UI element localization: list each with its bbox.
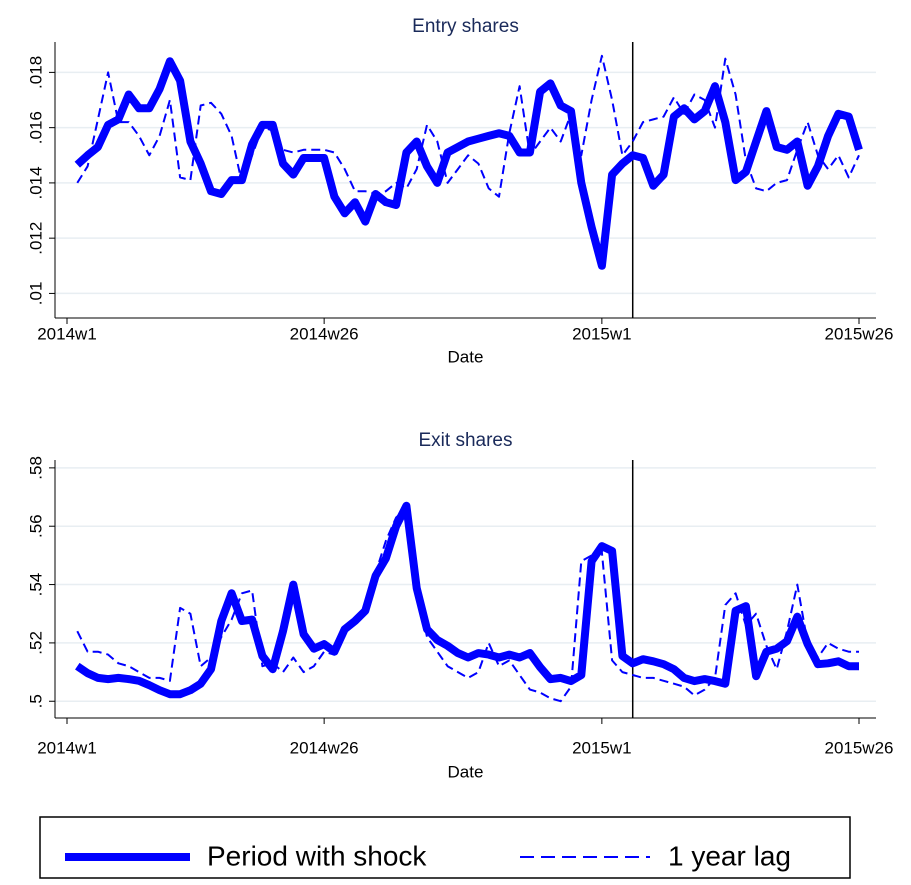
x-axis-label: Date [448,347,484,366]
x-tick-label: 2015w1 [572,738,632,757]
y-tick-label: .014 [26,166,45,199]
x-tick-label: 2015w26 [824,738,893,757]
x-tick-label: 2014w1 [37,738,97,757]
y-tick-label: .016 [26,111,45,144]
chart-title: Entry shares [412,16,519,37]
x-tick-label: 2015w1 [572,324,632,343]
y-tick-label: .54 [26,573,45,597]
y-tick-label: .01 [26,282,45,306]
x-tick-label: 2014w26 [290,738,359,757]
legend-label: Period with shock [207,840,427,871]
chart-title: Exit shares [419,430,513,451]
y-tick-label: .52 [26,631,45,655]
legend-label: 1 year lag [668,840,791,871]
y-tick-label: .018 [26,56,45,89]
x-axis-label: Date [448,762,484,781]
series-line [75,501,859,699]
y-tick-label: .58 [26,456,45,480]
series-line [76,54,860,198]
series-line [74,57,863,270]
legend-box [39,816,851,879]
x-tick-label: 2015w26 [824,324,893,343]
y-tick-label: .56 [26,514,45,538]
y-tick-label: .012 [26,222,45,255]
y-tick-label: .5 [26,694,45,708]
x-tick-label: 2014w1 [37,324,97,343]
series-line [76,507,859,703]
x-tick-label: 2014w26 [290,324,359,343]
